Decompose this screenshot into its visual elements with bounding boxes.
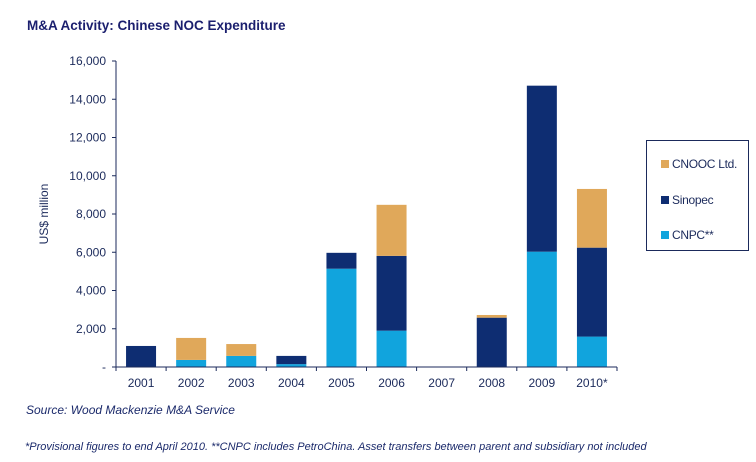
bar-cnpc-2006 — [376, 330, 407, 367]
y-axis-label: US$ million — [37, 184, 51, 245]
bar-cnpc-2010 — [576, 336, 607, 367]
bar-cnoocltd-2010 — [576, 188, 607, 248]
bar-sinopec-2006 — [376, 255, 407, 331]
x-tick-label: 2003 — [228, 376, 255, 390]
legend-swatch-sinopec — [661, 196, 669, 204]
legend-item-cnpc: CNPC** — [661, 228, 714, 242]
x-tick-label: 2008 — [478, 376, 505, 390]
bar-cnpc-2003 — [226, 355, 257, 367]
x-tick-label: 2006 — [378, 376, 405, 390]
chart-title: M&A Activity: Chinese NOC Expenditure — [27, 18, 286, 33]
bar-sinopec-2004 — [276, 355, 307, 365]
legend-item-cnooc: CNOOC Ltd. — [661, 157, 737, 171]
bar-cnpc-2005 — [326, 268, 357, 367]
y-tick-label: 10,000 — [69, 169, 106, 183]
bar-sinopec-2009 — [526, 85, 557, 252]
x-tick-label: 2007 — [428, 376, 455, 390]
legend-label-cnpc: CNPC** — [672, 228, 714, 242]
y-tick-label: 2,000 — [76, 322, 106, 336]
x-tick-label: 2002 — [178, 376, 205, 390]
y-tick-label: 12,000 — [69, 131, 106, 145]
y-tick-label: 8,000 — [76, 207, 106, 221]
bar-sinopec-2010 — [576, 247, 607, 337]
bar-sinopec-2008 — [476, 317, 507, 367]
legend-label-cnooc: CNOOC Ltd. — [672, 157, 738, 171]
source-note: Source: Wood Mackenzie M&A Service — [26, 403, 235, 417]
y-tick-label: 6,000 — [76, 245, 106, 259]
legend-item-sinopec: Sinopec — [661, 193, 714, 207]
footnote: *Provisional figures to end April 2010. … — [25, 441, 647, 453]
bar-sinopec-2005 — [326, 252, 357, 269]
y-tick-label: 14,000 — [69, 92, 106, 106]
bar-cnpc-2004 — [276, 364, 307, 367]
legend-swatch-cnooc — [661, 160, 669, 168]
legend-label-sinopec: Sinopec — [672, 193, 714, 207]
y-tick-label: 4,000 — [76, 284, 106, 298]
bar-cnpc-2002 — [176, 359, 207, 367]
bar-sinopec-2001 — [126, 345, 157, 367]
bar-cnpc-2009 — [526, 251, 557, 367]
bar-cnoocltd-2008 — [476, 314, 507, 318]
bar-cnoocltd-2002 — [176, 337, 207, 360]
legend: CNOOC Ltd. Sinopec CNPC** — [646, 140, 749, 251]
x-tick-label: 2004 — [278, 376, 305, 390]
x-tick-label: 2009 — [528, 376, 555, 390]
x-tick-label: 2010* — [576, 376, 608, 390]
bar-cnoocltd-2006 — [376, 204, 407, 256]
bar-cnoocltd-2003 — [226, 344, 257, 356]
legend-swatch-cnpc — [661, 231, 669, 239]
y-tick-label: 16,000 — [69, 54, 106, 68]
y-tick-label: - — [102, 360, 106, 374]
x-tick-label: 2005 — [328, 376, 355, 390]
x-tick-label: 2001 — [128, 376, 155, 390]
